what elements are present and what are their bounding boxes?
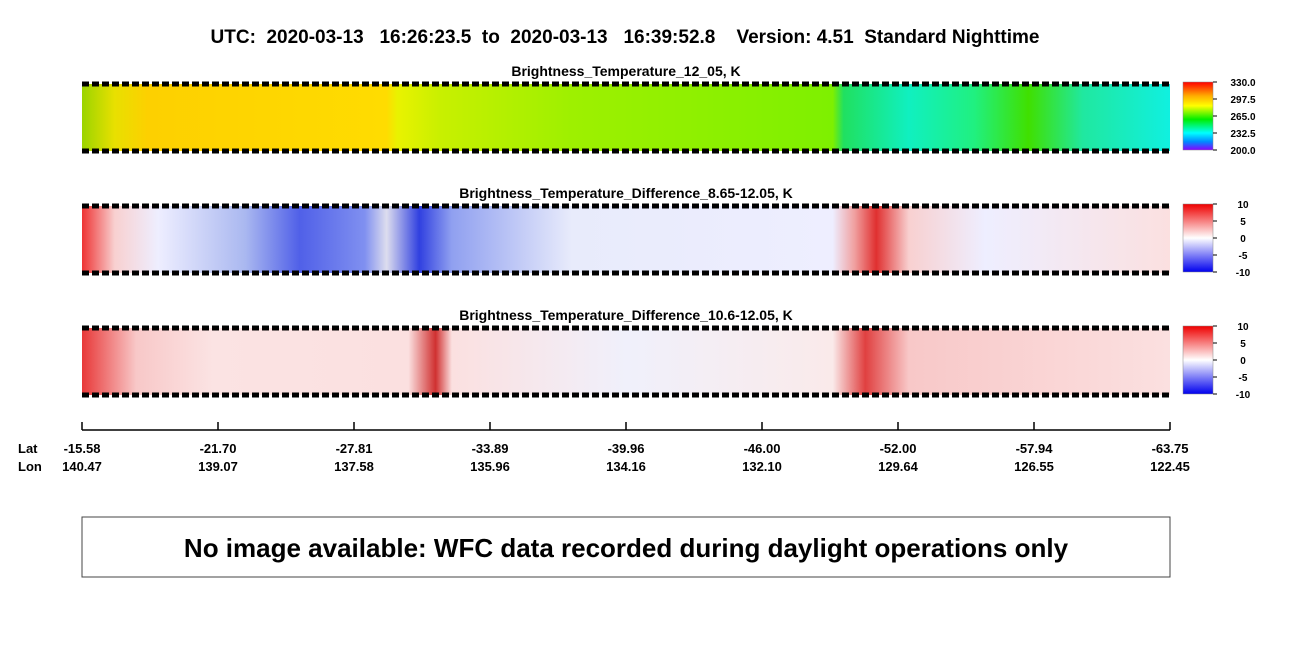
data-strip [82,84,1170,151]
colorbar-tick-label: 5 [1240,339,1246,350]
lat-tick-label: -33.89 [472,441,509,456]
colorbar-tick-label: 265.0 [1230,112,1255,123]
lon-tick-label: 135.96 [470,459,510,474]
colorbar-tick-label: 297.5 [1230,95,1255,106]
lon-tick-label: 140.47 [62,459,102,474]
title: UTC: 2020-03-13 16:26:23.5 to 2020-03-13… [211,27,1040,48]
lon-tick-label: 139.07 [198,459,238,474]
colorbar-tick-label: 10 [1237,322,1249,333]
lat-label: Lat [18,441,38,456]
lat-tick-label: -57.94 [1016,441,1054,456]
colorbar-tick-label: -5 [1239,373,1248,384]
colorbar-tick-label: 0 [1240,234,1246,245]
lat-tick-label: -63.75 [1152,441,1189,456]
lat-tick-label: -39.96 [608,441,645,456]
note-box [81,516,1171,578]
lat-tick-label: -27.81 [336,441,373,456]
colorbar-tick-label: 5 [1240,217,1246,228]
lon-tick-label: 132.10 [742,459,782,474]
panel-title: Brightness_Temperature_Difference_10.6-1… [459,307,793,323]
colorbar-tick-label: -10 [1236,390,1251,401]
lon-tick-label: 134.16 [606,459,646,474]
colorbar-tick-label: 330.0 [1230,78,1255,89]
data-strip [82,206,1170,273]
lon-tick-label: 137.58 [334,459,374,474]
lat-tick-label: -21.70 [200,441,237,456]
lat-tick-label: -15.58 [64,441,101,456]
lon-tick-label: 126.55 [1014,459,1054,474]
colorbar [1182,203,1214,273]
panel-title: Brightness_Temperature_12_05, K [511,63,740,79]
colorbar [1182,325,1214,395]
lon-label: Lon [18,459,42,474]
panels: Brightness_Temperature_12_05, K 330.0 297.… [82,63,1256,401]
lat-tick-label: -46.00 [744,441,781,456]
colorbar [1182,81,1214,151]
note: No image available: WFC data recorded du… [184,533,1069,563]
colorbar-tick-label: 232.5 [1230,129,1255,140]
panel-title: Brightness_Temperature_Difference_8.65-1… [459,185,793,201]
colorbar-tick-label: -5 [1239,251,1248,262]
colorbar-tick-label: 10 [1237,200,1249,211]
lon-tick-label: 129.64 [878,459,919,474]
colorbar-tick-label: 200.0 [1230,146,1255,157]
data-strip [82,328,1170,395]
lon-tick-label: 122.45 [1150,459,1190,474]
colorbar-tick-label: -10 [1236,268,1251,279]
axis: Lat Lon -15.58 140.47 -21.70 139.07 -27.81 13… [18,422,1190,474]
colorbar-tick-label: 0 [1240,356,1246,367]
lat-tick-label: -52.00 [880,441,917,456]
